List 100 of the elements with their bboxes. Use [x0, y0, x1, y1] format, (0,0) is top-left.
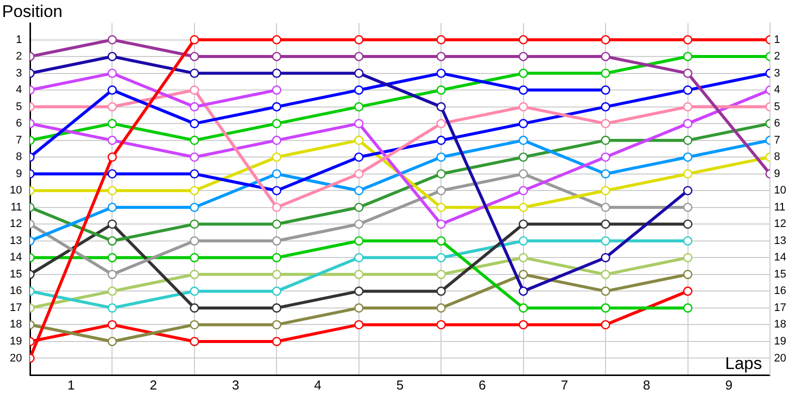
point	[190, 68, 200, 78]
x-tick-label: 2	[150, 377, 157, 392]
point	[600, 35, 610, 44]
point	[518, 52, 528, 62]
point	[683, 102, 692, 112]
y-tick-label: 18	[10, 318, 22, 331]
y-tick-label: 19	[10, 336, 22, 348]
y2-tick-label: 6	[774, 118, 780, 130]
point	[600, 236, 610, 246]
y-tick-label: 9	[16, 168, 22, 180]
point	[190, 236, 200, 246]
point	[354, 118, 364, 128]
point	[354, 253, 364, 262]
point	[190, 336, 200, 346]
point	[600, 219, 610, 229]
x-tick-label: 1	[67, 377, 75, 392]
point	[600, 152, 610, 162]
point	[436, 136, 446, 145]
y2-tick-label: 20	[774, 352, 786, 364]
point	[683, 52, 692, 62]
point	[683, 253, 692, 262]
point	[272, 35, 282, 44]
point	[436, 102, 446, 112]
y-tick-label: 15	[10, 268, 22, 280]
point	[600, 136, 610, 145]
point	[354, 320, 364, 330]
point	[190, 52, 200, 62]
y-tick-label: 6	[16, 118, 22, 130]
point	[600, 68, 610, 78]
point	[108, 35, 117, 44]
point	[600, 202, 610, 212]
point	[518, 186, 528, 196]
y-tick-label: 3	[16, 67, 22, 80]
point	[272, 136, 282, 145]
y-tick-label: 11	[10, 201, 22, 214]
y2-tick-label: 3	[774, 67, 780, 80]
y-tick-label: 10	[10, 184, 22, 197]
point	[272, 219, 282, 229]
point	[683, 68, 692, 78]
point	[108, 303, 117, 313]
y2-tick-label: 18	[774, 318, 786, 331]
point	[600, 102, 610, 112]
point	[436, 202, 446, 212]
point	[272, 303, 282, 313]
y-tick-label: 1	[16, 34, 22, 46]
point	[436, 118, 446, 128]
point	[518, 219, 528, 229]
y2-tick-label: 19	[774, 336, 786, 348]
point	[600, 118, 610, 128]
point	[354, 303, 364, 313]
point	[518, 169, 528, 179]
point	[354, 270, 364, 280]
point	[354, 219, 364, 229]
point	[436, 320, 446, 330]
point	[518, 202, 528, 212]
y-tick-label: 14	[10, 252, 22, 264]
point	[518, 152, 528, 162]
point	[354, 85, 364, 95]
point	[108, 186, 117, 196]
point	[683, 219, 692, 229]
y-tick-label: 20	[10, 352, 22, 364]
point	[600, 85, 610, 95]
y-tick-label: 5	[16, 100, 22, 113]
point	[272, 336, 282, 346]
point	[600, 253, 610, 262]
point	[354, 152, 364, 162]
point	[108, 118, 117, 128]
point	[518, 270, 528, 280]
point	[190, 85, 200, 95]
point	[108, 169, 117, 179]
y-tick-label: 8	[16, 151, 22, 164]
point	[354, 68, 364, 78]
x-axis-title: Laps	[725, 354, 762, 374]
point	[518, 136, 528, 145]
point	[108, 52, 117, 62]
point	[190, 270, 200, 280]
point	[436, 68, 446, 78]
point	[108, 270, 117, 280]
point	[272, 169, 282, 179]
y2-tick-label: 4	[774, 84, 780, 96]
point	[354, 52, 364, 62]
y2-tick-label: 11	[774, 201, 786, 214]
y2-tick-label: 13	[774, 234, 786, 247]
point	[683, 286, 692, 296]
point	[272, 152, 282, 162]
point	[190, 186, 200, 196]
point	[683, 169, 692, 179]
point	[518, 253, 528, 262]
point	[272, 52, 282, 62]
point	[683, 35, 692, 44]
x-tick-label: 5	[396, 377, 404, 392]
point	[190, 118, 200, 128]
point	[436, 152, 446, 162]
point	[272, 236, 282, 246]
point	[436, 219, 446, 229]
point	[108, 286, 117, 296]
y2-tick-label: 17	[774, 302, 786, 314]
point	[518, 236, 528, 246]
y-tick-label: 16	[10, 285, 22, 298]
point	[108, 85, 117, 95]
